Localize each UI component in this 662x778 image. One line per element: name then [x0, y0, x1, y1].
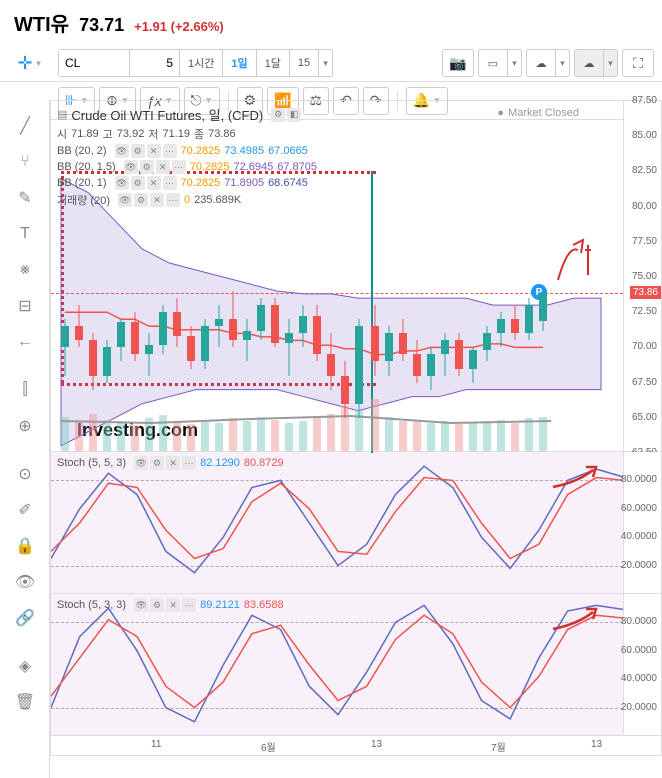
time-axis[interactable]: 11 6월 13 7월 13: [50, 736, 662, 756]
timeframe-1h-button[interactable]: 1시간: [179, 50, 222, 76]
fullscreen-button[interactable]: ⛶: [622, 49, 654, 77]
magnet-tool[interactable]: ⊙: [0, 456, 50, 492]
fullscreen-icon: ⛶: [633, 55, 643, 72]
y-tick: 87.50: [632, 95, 657, 106]
back-tool[interactable]: ←: [0, 324, 50, 360]
price-marker: 73.86: [630, 286, 661, 299]
layout-dropdown[interactable]: ▼: [507, 50, 521, 76]
timeframe-dropdown[interactable]: ▼: [318, 50, 332, 76]
y-tick: 80.00: [632, 201, 657, 212]
timeframe-15-button[interactable]: 15: [289, 50, 318, 76]
x-tick: 13: [591, 739, 602, 750]
y-tick: 72.50: [632, 306, 657, 317]
crosshair-tool-icon[interactable]: ✛: [17, 53, 32, 74]
y-tick: 67.50: [632, 377, 657, 388]
lock-tool[interactable]: 🔒: [0, 528, 50, 564]
text-tool[interactable]: T: [0, 216, 50, 252]
layout-button[interactable]: ▭: [479, 50, 507, 76]
y-tick: 77.50: [632, 236, 657, 247]
trendline-tool[interactable]: ╱: [0, 108, 50, 144]
y-tick: 65.00: [632, 412, 657, 423]
edit-tool[interactable]: ✐: [0, 492, 50, 528]
measure-tool[interactable]: ⫿: [0, 372, 50, 408]
stoch1-label: Stoch (5, 5, 3): [57, 457, 126, 469]
last-price: 73.71: [79, 15, 124, 36]
top-toolbar: ✛ ▼ 1시간 1일 1달 15 ▼ 📷 ▭ ▼ ☁ ▼ ☁ ▼ ⛶: [0, 45, 662, 82]
price-axis[interactable]: 87.5085.0082.5080.0077.5075.0072.5070.00…: [623, 101, 661, 451]
interval-input[interactable]: [129, 50, 179, 76]
timeframe-1m-button[interactable]: 1달: [256, 50, 289, 76]
timeframe-1d-button[interactable]: 1일: [222, 50, 255, 76]
y-tick: 85.00: [632, 130, 657, 141]
main-chart-panel[interactable]: ▤ Crude Oil WTI Futures, 일, (CFD) ⚙ ◧ 시7…: [50, 100, 662, 452]
x-tick: 7월: [491, 739, 506, 754]
chart-info-overlay: ▤ Crude Oil WTI Futures, 일, (CFD) ⚙ ◧ 시7…: [57, 105, 317, 210]
cloud-load-dropdown[interactable]: ▼: [555, 50, 569, 76]
position-tool[interactable]: ⊟: [0, 288, 50, 324]
layers-tool[interactable]: ◈: [0, 648, 50, 684]
chart-settings-icon[interactable]: ⚙: [271, 108, 285, 122]
delete-tool[interactable]: 🗑: [0, 684, 50, 720]
drawing-tools-sidebar: ╱ ⑂ ✎ T ⨳ ⊟ ← ⫿ ⊕ ⊙ ✐ 🔒 👁 🔗 ◈ 🗑: [0, 100, 50, 778]
x-tick: 11: [151, 739, 161, 750]
pattern-tool[interactable]: ⨳: [0, 252, 50, 288]
y-tick: 82.50: [632, 165, 657, 176]
cloud-load-button[interactable]: ☁: [527, 50, 555, 76]
link-tool[interactable]: 🔗: [0, 600, 50, 636]
header: WTI유 73.71 +1.91 (+2.66%): [0, 0, 662, 45]
camera-icon: 📷: [449, 55, 466, 72]
x-tick: 6월: [261, 739, 276, 754]
x-tick: 13: [371, 739, 382, 750]
stoch-panel-1[interactable]: Stoch (5, 5, 3) 👁⚙✕⋯ 82.1290 80.8729 80.…: [50, 452, 662, 594]
y-tick: 70.00: [632, 341, 657, 352]
ticker-input[interactable]: [59, 50, 129, 76]
cloud-save-dropdown[interactable]: ▼: [603, 50, 617, 76]
stoch2-label: Stoch (5, 3, 3): [57, 599, 126, 611]
chart-compare-icon[interactable]: ◧: [287, 108, 301, 122]
brush-tool[interactable]: ✎: [0, 180, 50, 216]
stoch-panel-2[interactable]: Stoch (5, 3, 3) 👁⚙✕⋯ 89.2121 83.6588 80.…: [50, 594, 662, 736]
cloud-save-button[interactable]: ☁: [575, 50, 603, 76]
visibility-tool[interactable]: 👁: [0, 564, 50, 600]
chart-title: Crude Oil WTI Futures, 일, (CFD): [71, 105, 263, 124]
y-tick: 75.00: [632, 271, 657, 282]
screenshot-button[interactable]: 📷: [442, 49, 474, 77]
price-change: +1.91 (+2.66%): [134, 19, 224, 34]
pitchfork-tool[interactable]: ⑂: [0, 144, 50, 180]
symbol-name: WTI유: [14, 8, 69, 37]
zoom-tool[interactable]: ⊕: [0, 408, 50, 444]
